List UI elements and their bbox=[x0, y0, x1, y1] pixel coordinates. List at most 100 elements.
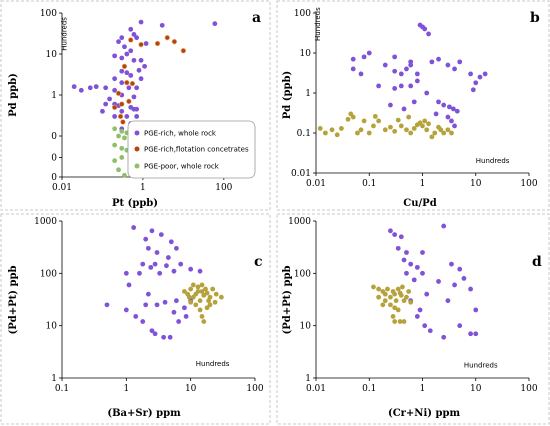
data-point-olive bbox=[376, 294, 382, 300]
panel-c-xlabel: (Ba+Sr) ppm bbox=[107, 408, 181, 419]
data-point-purple bbox=[424, 90, 430, 96]
data-point-brown bbox=[121, 63, 128, 70]
data-point-purple bbox=[361, 54, 367, 60]
data-point-purple bbox=[376, 83, 382, 89]
data-point-olive bbox=[206, 298, 211, 304]
data-point-purple bbox=[112, 87, 118, 93]
panel-d-label: d bbox=[532, 254, 542, 270]
data-point-olive bbox=[401, 298, 407, 304]
data-point-olive bbox=[372, 114, 378, 119]
x-tick-label: 0.01 bbox=[306, 384, 326, 394]
data-point-olive bbox=[376, 118, 382, 124]
data-point-purple bbox=[119, 108, 125, 114]
data-point-purple bbox=[422, 323, 428, 329]
data-point-purple bbox=[408, 83, 414, 89]
data-point-olive bbox=[317, 126, 323, 131]
data-point-purple bbox=[398, 234, 404, 240]
data-point-olive bbox=[199, 289, 205, 294]
data-point-purple bbox=[142, 63, 147, 69]
data-point-purple bbox=[123, 307, 129, 313]
data-point-purple bbox=[414, 71, 420, 77]
data-point-purple bbox=[168, 239, 174, 245]
data-point-purple bbox=[131, 94, 137, 100]
data-point-purple bbox=[159, 22, 165, 28]
data-point-purple bbox=[143, 236, 149, 242]
data-point-purple bbox=[122, 44, 127, 50]
panel-a-ylabel: Pd ppb) bbox=[8, 73, 19, 117]
data-point-purple bbox=[388, 228, 393, 234]
data-point-olive bbox=[371, 123, 376, 129]
data-point-purple bbox=[78, 87, 84, 93]
data-point-olive bbox=[392, 128, 398, 134]
data-point-purple bbox=[404, 270, 409, 276]
data-point-olive bbox=[188, 299, 194, 305]
data-point-purple bbox=[119, 55, 125, 61]
data-point-purple bbox=[116, 39, 121, 45]
x-tick-label: 0.1 bbox=[362, 384, 376, 394]
data-point-purple bbox=[140, 319, 146, 324]
x-tick-label: 0.1 bbox=[55, 384, 69, 394]
data-point-purple bbox=[145, 245, 151, 251]
data-point-purple bbox=[188, 266, 194, 272]
data-point-brown bbox=[180, 48, 187, 54]
data-point-olive bbox=[408, 130, 414, 136]
data-point-purple bbox=[350, 66, 356, 72]
data-point-purple bbox=[87, 85, 93, 91]
data-point-purple bbox=[171, 268, 177, 274]
data-point-purple bbox=[119, 35, 125, 41]
data-point-brown bbox=[124, 79, 130, 86]
data-point-purple bbox=[161, 334, 167, 340]
x-tick-label: 10 bbox=[470, 384, 482, 394]
panel-b: b Cu/Pd Pd (ppb) 0.01 0.1 1 10 1001001010.10… bbox=[276, 0, 550, 211]
data-point-purple bbox=[143, 41, 149, 46]
annotation-text: Hundreds bbox=[61, 17, 69, 51]
y-tick-label: 0 bbox=[51, 132, 57, 142]
data-point-purple bbox=[427, 328, 433, 334]
data-point-purple bbox=[158, 232, 164, 237]
data-point-purple bbox=[134, 35, 140, 41]
legend-marker-brown bbox=[134, 146, 140, 152]
data-point-purple bbox=[124, 70, 130, 76]
data-point-purple bbox=[468, 286, 473, 292]
panel-b-label: b bbox=[530, 10, 540, 26]
data-point-olive bbox=[361, 118, 367, 124]
data-point-purple bbox=[119, 68, 125, 74]
data-point-purple bbox=[173, 245, 179, 251]
panel-c-ylabel: (Pd+Pt) ppb bbox=[8, 266, 19, 335]
data-point-purple bbox=[404, 250, 409, 255]
data-point-purple bbox=[441, 334, 447, 340]
data-point-brown bbox=[119, 101, 125, 107]
data-point-purple bbox=[126, 282, 132, 288]
data-point-purple bbox=[450, 106, 456, 112]
panel-a-border bbox=[0, 0, 271, 211]
data-point-olive bbox=[408, 299, 414, 305]
data-point-purple bbox=[477, 74, 483, 80]
legend-label-0: PGE-rich, whole rock bbox=[144, 130, 217, 138]
panel-a: a Pt (ppb) Pd ppb) 0.01 1 100100101000Hund… bbox=[0, 0, 271, 211]
y-tick-label: 1 bbox=[51, 374, 57, 384]
data-point-purple bbox=[165, 255, 171, 260]
data-point-olive bbox=[398, 292, 404, 298]
data-point-olive bbox=[390, 314, 396, 319]
data-point-olive bbox=[382, 291, 388, 297]
panel-d-ylabel: (Pd+Pt) ppb bbox=[282, 266, 293, 335]
data-point-olive bbox=[397, 319, 403, 324]
x-tick-label: 0.01 bbox=[306, 179, 326, 189]
data-point-purple bbox=[131, 32, 137, 37]
data-point-purple bbox=[212, 21, 218, 27]
y-tick-label: 10 bbox=[300, 49, 312, 59]
data-point-olive bbox=[195, 284, 201, 290]
data-point-purple bbox=[104, 302, 110, 308]
data-point-olive bbox=[422, 118, 428, 124]
data-point-purple bbox=[449, 261, 454, 267]
data-point-purple bbox=[71, 84, 77, 90]
data-point-purple bbox=[197, 268, 203, 274]
data-point-purple bbox=[457, 266, 463, 272]
data-point-green bbox=[122, 172, 127, 178]
data-point-purple bbox=[482, 71, 488, 77]
data-point-purple bbox=[112, 114, 118, 119]
data-point-olive bbox=[203, 286, 208, 292]
data-point-purple bbox=[164, 263, 169, 269]
data-point-olive bbox=[329, 127, 335, 133]
y-tick-label: 10 bbox=[300, 322, 312, 332]
